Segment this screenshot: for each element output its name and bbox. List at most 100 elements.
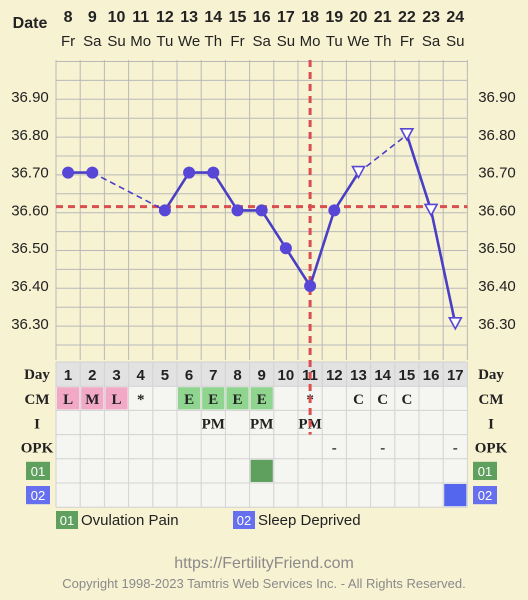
weekday-label: Sa	[422, 33, 441, 50]
cycle-day: 12	[326, 367, 343, 384]
temp-line-segment	[358, 134, 408, 174]
legend-badge	[56, 511, 78, 529]
date-label: 11	[132, 9, 149, 26]
row-label-left: I	[34, 416, 40, 432]
cycle-day: 16	[423, 367, 440, 384]
weekday-label: Th	[205, 33, 223, 50]
row-label-right: I	[488, 416, 494, 432]
table-cell: PM	[250, 416, 273, 432]
row-code-left: 02	[31, 488, 45, 503]
cycle-day: 4	[137, 367, 146, 384]
row-code-right: 01	[478, 464, 492, 479]
y-tick-label-right: 36.60	[478, 202, 516, 219]
table-cell-fill	[178, 387, 201, 410]
table-row-bg	[56, 483, 468, 508]
table-cell: E	[257, 392, 267, 408]
cycle-day: 1	[64, 367, 72, 384]
table-cell: PM	[202, 416, 225, 432]
table-cell-fill	[444, 484, 467, 507]
date-label: 16	[253, 9, 271, 26]
cycle-day: 6	[185, 367, 193, 384]
temp-point	[158, 204, 171, 217]
temp-point	[328, 204, 341, 217]
date-label: 23	[422, 9, 440, 26]
weekday-label: Tu	[156, 33, 173, 50]
temp-line-segment	[284, 247, 312, 287]
cycle-day: 5	[161, 367, 169, 384]
y-tick-label-right: 36.80	[478, 127, 516, 144]
row-label-left: OPK	[21, 441, 54, 457]
weekday-label: Fr	[400, 33, 414, 50]
temp-line-segment	[212, 171, 239, 212]
weekday-label: Su	[107, 33, 125, 50]
y-tick-label-left: 36.60	[11, 202, 49, 219]
table-cell: C	[377, 392, 388, 408]
date-label: 18	[301, 9, 319, 26]
temp-line-segment	[405, 134, 433, 211]
table-cell: *	[137, 392, 145, 408]
copyright-text: Copyright 1998-2023 Tamtris Web Services…	[62, 576, 466, 591]
row-label-right: CM	[479, 392, 504, 408]
temp-point	[86, 166, 99, 179]
y-tick-label-left: 36.50	[11, 240, 49, 257]
temp-point-open	[423, 203, 439, 218]
table-cell: L	[111, 392, 121, 408]
table-cell-fill	[250, 387, 273, 410]
temp-point	[62, 166, 75, 179]
y-tick-label-left: 36.30	[11, 316, 49, 333]
table-row-bg	[56, 434, 468, 459]
temp-point	[231, 204, 244, 217]
temp-point	[183, 166, 196, 179]
table-cell: C	[353, 392, 364, 408]
date-label: 13	[180, 9, 198, 26]
table-cell: -	[453, 441, 458, 457]
y-tick-label-right: 36.40	[478, 278, 516, 295]
y-tick-label-right: 36.30	[478, 316, 516, 333]
table-cell-fill	[81, 387, 104, 410]
table-cell: -	[380, 441, 385, 457]
table-cell: M	[85, 392, 99, 408]
cycle-day: 9	[258, 367, 266, 384]
legend-code: 02	[237, 513, 251, 528]
cycle-day: 14	[374, 367, 391, 384]
table-cell-fill	[226, 387, 249, 410]
legend-label: Ovulation Pain	[81, 512, 179, 529]
day-row-label-right: Day	[478, 367, 504, 383]
temp-line-segment	[260, 209, 287, 249]
table-cell-fill	[105, 387, 128, 410]
cycle-day: 2	[88, 367, 96, 384]
date-axis-label: Date	[13, 15, 48, 32]
y-tick-label-left: 36.90	[11, 89, 49, 106]
temp-line-segment	[91, 171, 166, 212]
weekday-label: Su	[277, 33, 295, 50]
date-label: 9	[88, 9, 97, 26]
y-tick-label-right: 36.90	[478, 89, 516, 106]
weekday-label: We	[178, 33, 200, 50]
table-cell-fill	[202, 387, 225, 410]
row-code-badge-right	[473, 461, 497, 480]
temp-point	[304, 280, 317, 292]
weekday-label: Sa	[83, 33, 102, 50]
weekday-label: Mo	[130, 33, 151, 50]
date-label: 14	[204, 9, 222, 26]
cycle-day: 8	[233, 367, 241, 384]
site-url[interactable]: https://FertilityFriend.com	[174, 555, 354, 572]
temp-line-segment	[308, 210, 336, 287]
date-label: 17	[277, 9, 295, 26]
cycle-day: 10	[278, 367, 295, 384]
day-row-bg	[56, 362, 468, 387]
date-label: 24	[446, 9, 464, 26]
weekday-label: Tu	[326, 33, 343, 50]
weekday-label: Fr	[230, 33, 244, 50]
day-row-label: Day	[24, 367, 50, 383]
table-cell: E	[184, 392, 194, 408]
weekday-label: Th	[374, 33, 392, 50]
temp-point-open	[399, 128, 415, 142]
weekday-label: Fr	[61, 33, 75, 50]
temp-line-segment	[163, 171, 191, 212]
date-label: 22	[398, 9, 416, 26]
date-label: 21	[374, 9, 392, 26]
temp-point-open	[447, 316, 463, 331]
temp-point-open	[351, 165, 366, 180]
table-row-bg	[56, 410, 468, 435]
